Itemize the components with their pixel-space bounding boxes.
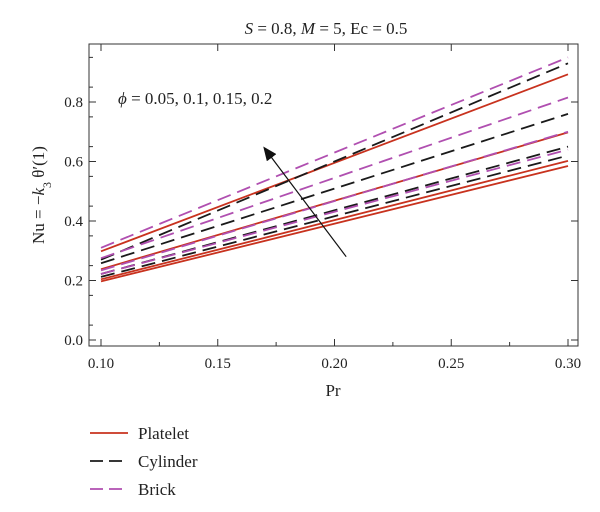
legend-label-cylinder: Cylinder bbox=[138, 452, 198, 471]
series-line-brick bbox=[100, 56, 569, 249]
series-group bbox=[100, 56, 569, 283]
series-line-cylinder bbox=[100, 145, 569, 275]
y-tick-label: 0.4 bbox=[64, 214, 83, 230]
series-line-brick bbox=[100, 130, 569, 272]
legend: Platelet Cylinder Brick bbox=[90, 424, 198, 499]
series-line-cylinder bbox=[100, 113, 569, 265]
x-tick-label: 0.15 bbox=[205, 356, 231, 372]
x-axis-label: Pr bbox=[325, 381, 340, 400]
plot-frame bbox=[88, 43, 579, 347]
y-tick-label: 0.6 bbox=[64, 155, 83, 171]
series-line-cylinder bbox=[100, 62, 569, 261]
series-line-platelet bbox=[100, 165, 569, 283]
x-tick-label: 0.30 bbox=[555, 356, 581, 372]
x-tick-label: 0.20 bbox=[321, 356, 347, 372]
legend-label-platelet: Platelet bbox=[138, 424, 189, 443]
y-axis-label: Nu = −k3 θ′(1) bbox=[29, 146, 54, 244]
phi-annotation: ϕ = 0.05, 0.1, 0.15, 0.2 bbox=[118, 89, 272, 108]
phi-arrow bbox=[263, 146, 347, 258]
x-tick-label: 0.25 bbox=[438, 356, 464, 372]
chart-title: S = 0.8, M = 5, Ec = 0.5 bbox=[245, 19, 408, 38]
legend-label-brick: Brick bbox=[138, 480, 176, 499]
series-line-platelet bbox=[100, 73, 569, 253]
series-line-brick bbox=[100, 96, 569, 260]
y-tick-label: 0.8 bbox=[64, 95, 83, 111]
x-tick-label: 0.10 bbox=[88, 356, 114, 372]
series-line-platelet bbox=[100, 160, 569, 281]
axis-ticks: 0.10 0.15 0.20 0.25 0.30 0.0 0.2 0.4 0.6 0.8 bbox=[64, 44, 581, 372]
series-line-brick bbox=[100, 148, 569, 275]
series-line-cylinder bbox=[100, 154, 569, 278]
y-tick-label: 0.0 bbox=[64, 333, 83, 349]
y-tick-label: 0.2 bbox=[64, 274, 83, 290]
